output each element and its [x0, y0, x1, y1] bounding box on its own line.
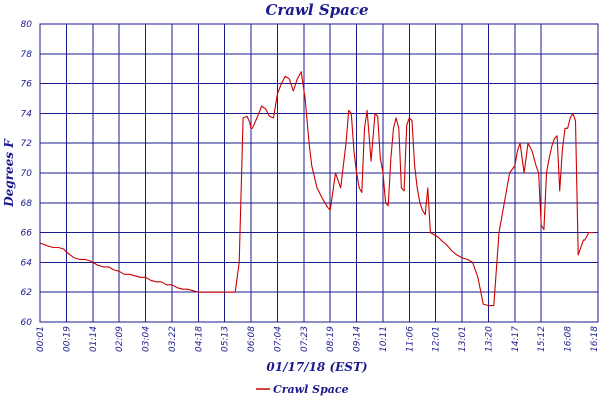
x-tick-label: 11:06 — [405, 326, 415, 352]
y-tick-label: 66 — [21, 229, 33, 239]
y-tick-labels: 60 62 64 66 68 70 72 74 76 78 80 — [21, 20, 33, 328]
x-tick-labels: 00:01 00:19 01:14 02:09 03:04 03:22 04:18 05:13… — [36, 326, 600, 352]
x-tick-label: 02:09 — [115, 326, 125, 352]
y-tick-label: 68 — [21, 199, 33, 209]
x-axis-label: 01/17/18 (EST) — [266, 360, 367, 374]
plot-frame — [39, 23, 599, 323]
y-axis-label: Degrees F — [2, 138, 16, 208]
x-tick-label: 09:14 — [353, 326, 363, 352]
x-tick-label: 10:11 — [379, 326, 389, 352]
x-tick-label: 01:14 — [89, 326, 99, 352]
x-tick-label: 16:18 — [590, 326, 600, 352]
y-tick-label: 78 — [21, 50, 33, 60]
x-tick-label: 05:13 — [221, 326, 231, 352]
x-tick-label: 07:04 — [273, 326, 283, 352]
y-tick-label: 74 — [21, 109, 33, 119]
series — [39, 71, 594, 307]
y-tick-label: 62 — [21, 288, 33, 298]
y-tick-label: 64 — [21, 258, 33, 268]
x-tick-label: 16:08 — [564, 326, 574, 352]
y-tick-label: 76 — [21, 80, 33, 90]
x-tick-label: 14:17 — [511, 326, 521, 352]
x-tick-label: 12:01 — [432, 326, 442, 352]
x-tick-label: 03:22 — [168, 326, 178, 352]
x-tick-label: 07:23 — [300, 326, 310, 352]
x-tick-label: 00:01 — [36, 326, 46, 352]
x-tick-label: 06:08 — [247, 326, 257, 352]
legend: Crawl Space — [256, 383, 349, 396]
x-tick-label: 00:19 — [62, 326, 72, 352]
x-tick-label: 15:12 — [537, 326, 547, 352]
legend-label: Crawl Space — [273, 383, 349, 396]
x-tick-label: 13:01 — [458, 326, 468, 352]
y-tick-label: 70 — [21, 169, 33, 179]
y-tick-label: 80 — [21, 20, 33, 30]
chart-title: Crawl Space — [265, 1, 368, 19]
x-tick-label: 03:04 — [142, 326, 152, 352]
y-tick-label: 60 — [21, 318, 33, 328]
series-line-crawl-space — [39, 71, 594, 307]
x-tick-label: 08:19 — [326, 326, 336, 352]
y-tick-label: 72 — [21, 139, 33, 149]
x-tick-label: 04:18 — [194, 326, 204, 352]
x-tick-label: 13:20 — [484, 326, 494, 352]
grid — [39, 23, 598, 323]
